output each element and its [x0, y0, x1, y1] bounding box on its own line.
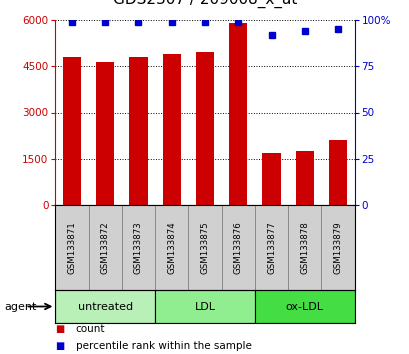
Text: GSM133879: GSM133879	[333, 221, 342, 274]
Bar	[295, 151, 313, 205]
Text: GSM133875: GSM133875	[200, 221, 209, 274]
Text: ox-LDL: ox-LDL	[285, 302, 323, 312]
Bar	[55, 290, 155, 323]
Text: LDL: LDL	[194, 302, 215, 312]
Bar	[129, 57, 147, 205]
Text: GDS2307 / 209008_x_at: GDS2307 / 209008_x_at	[112, 0, 297, 7]
Text: count: count	[76, 324, 105, 334]
Text: GSM133874: GSM133874	[167, 221, 176, 274]
Text: untreated: untreated	[77, 302, 133, 312]
Text: percentile rank within the sample: percentile rank within the sample	[76, 341, 251, 351]
Bar	[328, 140, 346, 205]
Bar	[196, 52, 213, 205]
Text: GSM133876: GSM133876	[233, 221, 242, 274]
Bar	[63, 57, 81, 205]
Text: GSM133873: GSM133873	[134, 221, 143, 274]
Bar	[229, 23, 247, 205]
Text: GSM133877: GSM133877	[266, 221, 275, 274]
Text: GSM133878: GSM133878	[299, 221, 308, 274]
Text: GSM133871: GSM133871	[67, 221, 76, 274]
Bar	[155, 290, 254, 323]
Text: ■: ■	[55, 341, 65, 351]
Bar	[96, 62, 114, 205]
Text: agent: agent	[4, 302, 36, 312]
Text: ■: ■	[55, 324, 65, 334]
Bar	[262, 153, 280, 205]
Bar	[162, 54, 180, 205]
Bar	[254, 290, 354, 323]
Text: GSM133872: GSM133872	[101, 221, 110, 274]
